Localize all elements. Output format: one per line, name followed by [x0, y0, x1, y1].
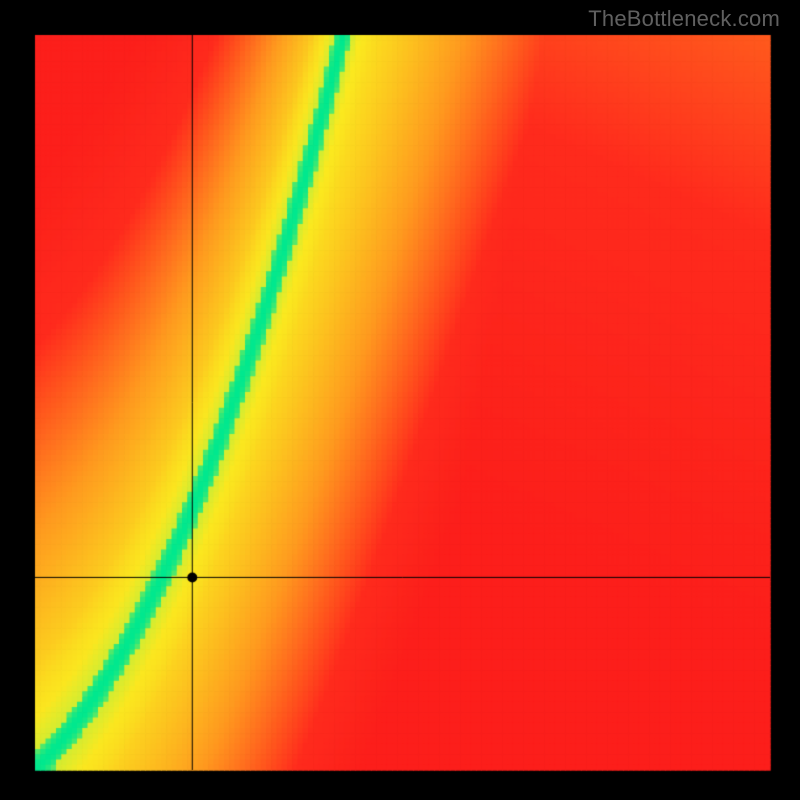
- chart-container: TheBottleneck.com: [0, 0, 800, 800]
- heatmap-canvas: [0, 0, 800, 800]
- watermark-text: TheBottleneck.com: [588, 6, 780, 32]
